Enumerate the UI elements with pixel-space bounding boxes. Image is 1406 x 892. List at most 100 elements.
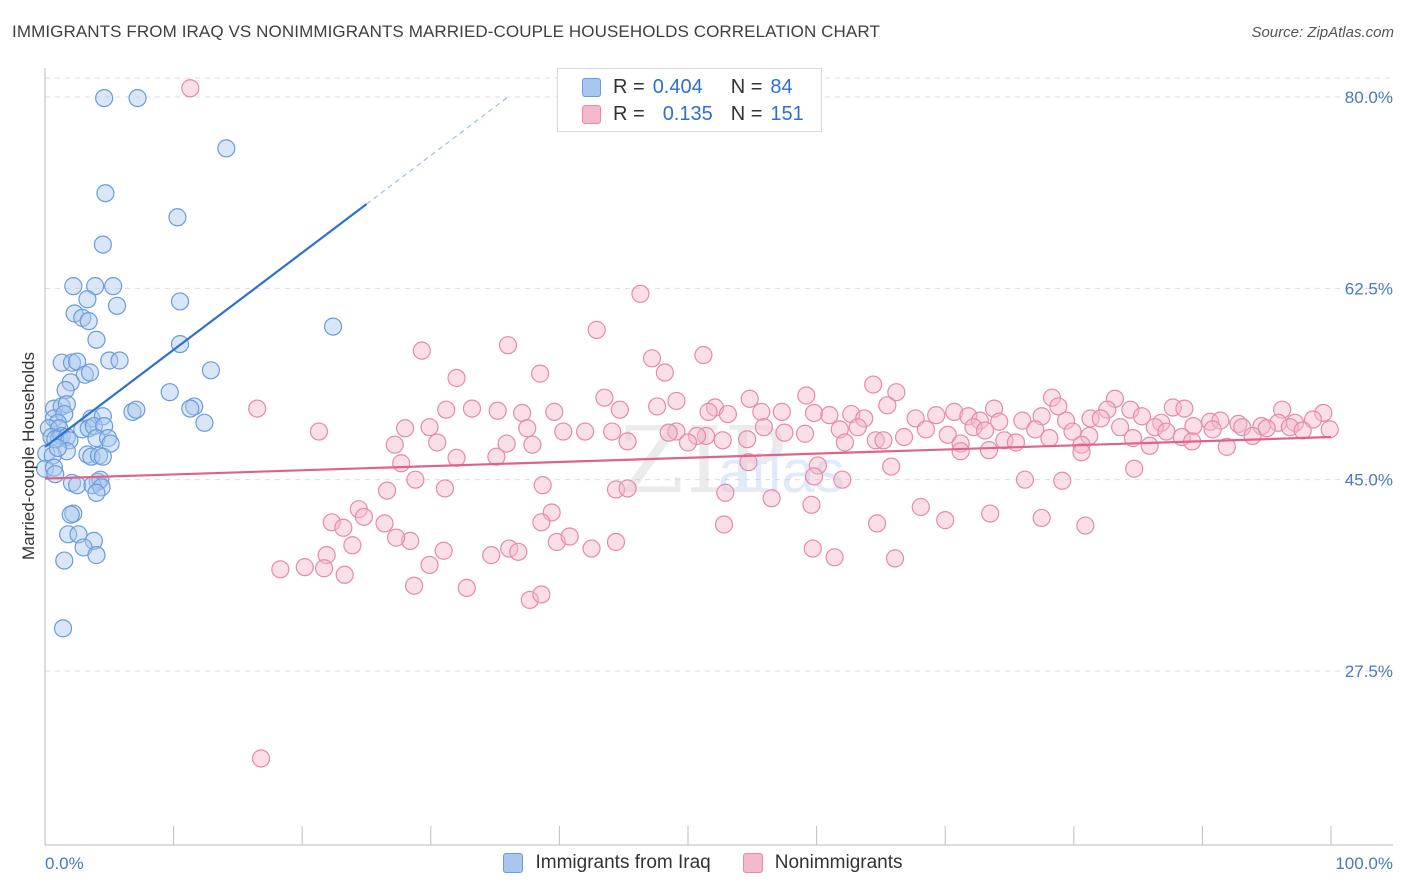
pink-point-9 <box>447 368 466 388</box>
pink-point-121 <box>447 448 466 467</box>
series-legend-nonimm[interactable]: Nonimmigrants <box>742 852 903 874</box>
pink-point-103 <box>1140 436 1159 455</box>
series-legend-iraq[interactable]: Immigrants from Iraq <box>503 852 711 874</box>
pink-point-120 <box>392 454 411 473</box>
pink-point-100 <box>995 431 1014 450</box>
iraq-trend-line <box>44 203 368 448</box>
pink-point-146 <box>981 504 1000 523</box>
x-tick-label-min: 0.0% <box>45 854 84 873</box>
pink-point-1 <box>631 284 650 303</box>
pink-point-45 <box>927 406 946 425</box>
pink-point-132 <box>1015 470 1035 489</box>
pink-point-34 <box>545 402 564 421</box>
axes <box>44 68 1393 846</box>
pink-point-72 <box>795 424 815 443</box>
blue-point-30 <box>181 399 200 418</box>
pink-point-35 <box>610 400 629 419</box>
legend-n-value-iraq: 84 <box>770 75 793 98</box>
pink-point-122 <box>487 447 506 466</box>
blue-point-28 <box>160 383 179 402</box>
pink-point-110 <box>497 434 516 453</box>
pink-point-153 <box>532 513 551 532</box>
pink-point-154 <box>322 513 341 532</box>
series-label-iraq: Immigrants from Iraq <box>535 852 711 873</box>
pink-point-78 <box>975 421 995 440</box>
chart-title: IMMIGRANTS FROM IRAQ VS NONIMMIGRANTS MA… <box>12 22 880 41</box>
blue-point-2 <box>217 139 236 158</box>
pink-point-53 <box>1091 409 1110 428</box>
pink-point-99 <box>894 427 914 447</box>
pink-point-164 <box>582 539 601 558</box>
pink-point-20 <box>878 396 897 415</box>
pink-point-168 <box>434 541 453 560</box>
pink-point-4 <box>498 336 518 355</box>
pink-point-142 <box>802 495 821 514</box>
pink-point-25 <box>1121 400 1140 419</box>
pink-point-86 <box>1203 420 1222 439</box>
pink-point-171 <box>885 549 905 568</box>
pink-point-48 <box>990 412 1009 431</box>
pink-point-83 <box>1145 418 1164 437</box>
pink-point-79 <box>1026 420 1045 439</box>
blue-point-79 <box>84 531 103 550</box>
blue-point-32 <box>127 400 146 419</box>
pink-point-135 <box>377 481 397 500</box>
pink-point-38 <box>752 402 771 421</box>
series-swatch-nonimm <box>742 853 763 873</box>
pink-point-159 <box>714 515 734 534</box>
iraq-trend-extension <box>366 96 509 205</box>
pink-point-91 <box>1320 420 1339 439</box>
pink-point-176 <box>404 576 424 595</box>
pink-point-65 <box>420 418 439 437</box>
blue-point-21 <box>100 351 119 370</box>
pink-point-124 <box>808 456 827 475</box>
pink-point-21 <box>945 402 964 421</box>
blue-point-76 <box>61 505 80 524</box>
pink-point-70 <box>754 418 773 437</box>
pink-point-131 <box>979 441 999 460</box>
gridlines <box>45 77 1393 672</box>
legend-n-label: N = <box>730 75 763 98</box>
legend-r-label: R = <box>613 75 645 98</box>
pink-point-46 <box>959 407 978 426</box>
pink-point-175 <box>335 565 354 584</box>
blue-point-73 <box>92 478 111 497</box>
x-tick-label-max: 100.0% <box>1335 854 1393 873</box>
pink-point-179 <box>532 585 551 604</box>
pink-point-3 <box>694 345 713 365</box>
blue-point-60 <box>48 438 67 458</box>
pink-point-116 <box>874 431 893 450</box>
pink-point-123 <box>739 453 758 472</box>
pink-point-37 <box>718 404 737 424</box>
pink-point-94 <box>603 422 622 441</box>
pink-point-143 <box>867 514 887 533</box>
series-legend: Immigrants from Iraq Nonimmigrants <box>0 852 1406 874</box>
pink-point-139 <box>618 479 637 498</box>
pink-point-166 <box>803 539 822 558</box>
pink-point-12 <box>797 386 816 405</box>
blue-point-77 <box>59 525 78 544</box>
blue-point-16 <box>87 330 106 349</box>
stats-legend: R = 0.404 N = 84 R = 0.135 N = 151 <box>557 68 822 132</box>
pink-point-90 <box>1293 421 1312 440</box>
pink-point-140 <box>716 483 735 502</box>
legend-r-label: R = <box>613 102 645 125</box>
blue-point-83 <box>53 619 73 638</box>
pink-point-6 <box>642 349 662 368</box>
pink-point-18 <box>648 397 667 416</box>
blue-point-66 <box>44 458 64 477</box>
pink-point-68 <box>667 422 686 441</box>
pink-point-108 <box>385 435 404 454</box>
pink-point-7 <box>531 364 550 383</box>
pink-point-180 <box>271 560 290 579</box>
pink-point-84 <box>1157 422 1176 441</box>
y-tick-label-3: 27.5% <box>1345 662 1393 681</box>
pink-point-181 <box>251 749 271 768</box>
trend-lines <box>44 96 1332 480</box>
legend-r-value-iraq: 0.404 <box>652 75 703 98</box>
pink-point-136 <box>435 479 455 498</box>
pink-point-95 <box>659 423 678 442</box>
pink-point-115 <box>835 433 854 452</box>
pink-point-39 <box>772 402 791 421</box>
pink-point-163 <box>509 542 528 561</box>
